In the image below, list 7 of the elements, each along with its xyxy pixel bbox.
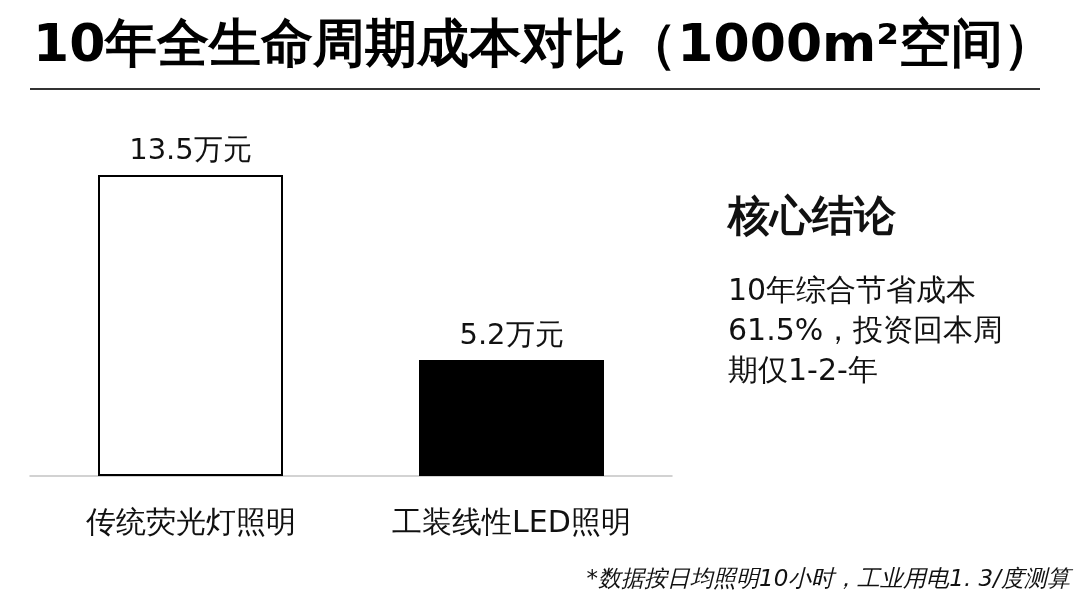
- x-tick-label: 工装线性LED照明: [392, 503, 631, 539]
- data-label: 5.2万元: [459, 316, 564, 351]
- x-tick-label: 传统荧光灯照明: [85, 503, 296, 539]
- text: 核心结论: [728, 190, 896, 242]
- data-label: 13.5万元: [129, 131, 252, 166]
- text: 10年综合节省成本61.5%，投资回本周期仅1-2-年: [728, 271, 1005, 389]
- chart-title: 10年全生命周期成本对比（1000m²空间）: [33, 12, 1056, 75]
